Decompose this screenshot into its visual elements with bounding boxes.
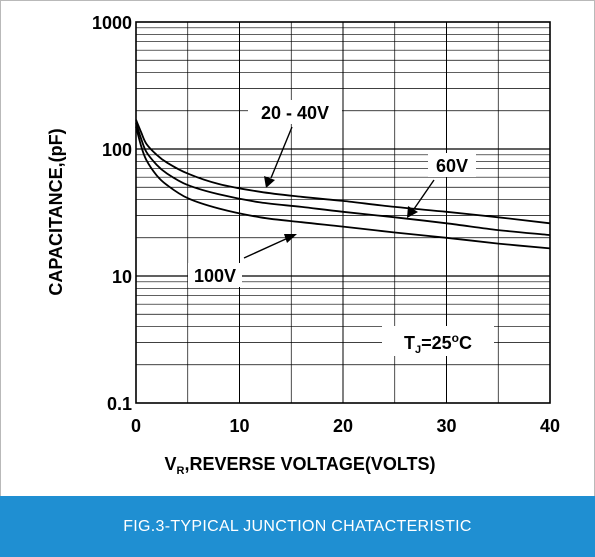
annotation-box-20-40v <box>248 100 342 124</box>
arrow-100v-line <box>243 237 289 259</box>
annotation-100v: 100V <box>194 266 236 286</box>
series-line-100v <box>135 126 551 250</box>
arrow-60v-line <box>413 179 435 210</box>
x-tick-label: 10 <box>229 416 249 436</box>
annotation-box-60v <box>428 153 476 177</box>
x-tick-label: 20 <box>333 416 353 436</box>
y-tick-label: 0.1 <box>107 394 132 414</box>
y-tick-label: 1000 <box>92 13 132 33</box>
condition-unit: C <box>459 333 472 353</box>
arrow-20-40v-line <box>270 126 293 179</box>
tick-labels: 0 10 20 30 40 0.1 10 100 1000 <box>92 13 560 436</box>
condition-eq: =25 <box>421 333 452 353</box>
y-tick-label: 100 <box>102 140 132 160</box>
capacitance-chart: 0 10 20 30 40 0.1 10 100 1000 CAPACITANCE,(pF) V… <box>46 13 560 477</box>
x-tick-label: 30 <box>436 416 456 436</box>
condition-box <box>382 326 494 356</box>
series-line-20-40v <box>135 119 551 225</box>
x-axis-title-v: V <box>165 454 177 474</box>
arrow-100v-head <box>284 234 297 243</box>
condition-label: TJ=25oC <box>404 331 472 356</box>
arrow-20-40v-head <box>264 176 275 188</box>
condition-degree: o <box>452 331 459 345</box>
condition-t: T <box>404 333 415 353</box>
annotation-60v: 60V <box>436 156 468 176</box>
x-axis-title: VR,REVERSE VOLTAGE(VOLTS) <box>165 454 436 477</box>
x-axis-title-subscript: R <box>177 465 185 477</box>
plot-border <box>135 21 551 404</box>
arrow-60v-head <box>407 206 418 218</box>
series-line-60v <box>135 122 551 236</box>
x-axis-title-rest: ,REVERSE VOLTAGE(VOLTS) <box>184 454 435 474</box>
x-tick-label: 40 <box>540 416 560 436</box>
series-layer <box>135 119 551 250</box>
annotation-20-40v: 20 - 40V <box>261 103 329 123</box>
y-tick-label: 10 <box>112 267 132 287</box>
condition-subscript: J <box>415 344 421 356</box>
y-axis-title: CAPACITANCE,(pF) <box>46 128 66 295</box>
x-tick-label: 0 <box>131 416 141 436</box>
figure-caption: FIG.3-TYPICAL JUNCTION CHATACTERISTIC <box>0 496 595 557</box>
annotation-box-100v <box>188 263 242 287</box>
